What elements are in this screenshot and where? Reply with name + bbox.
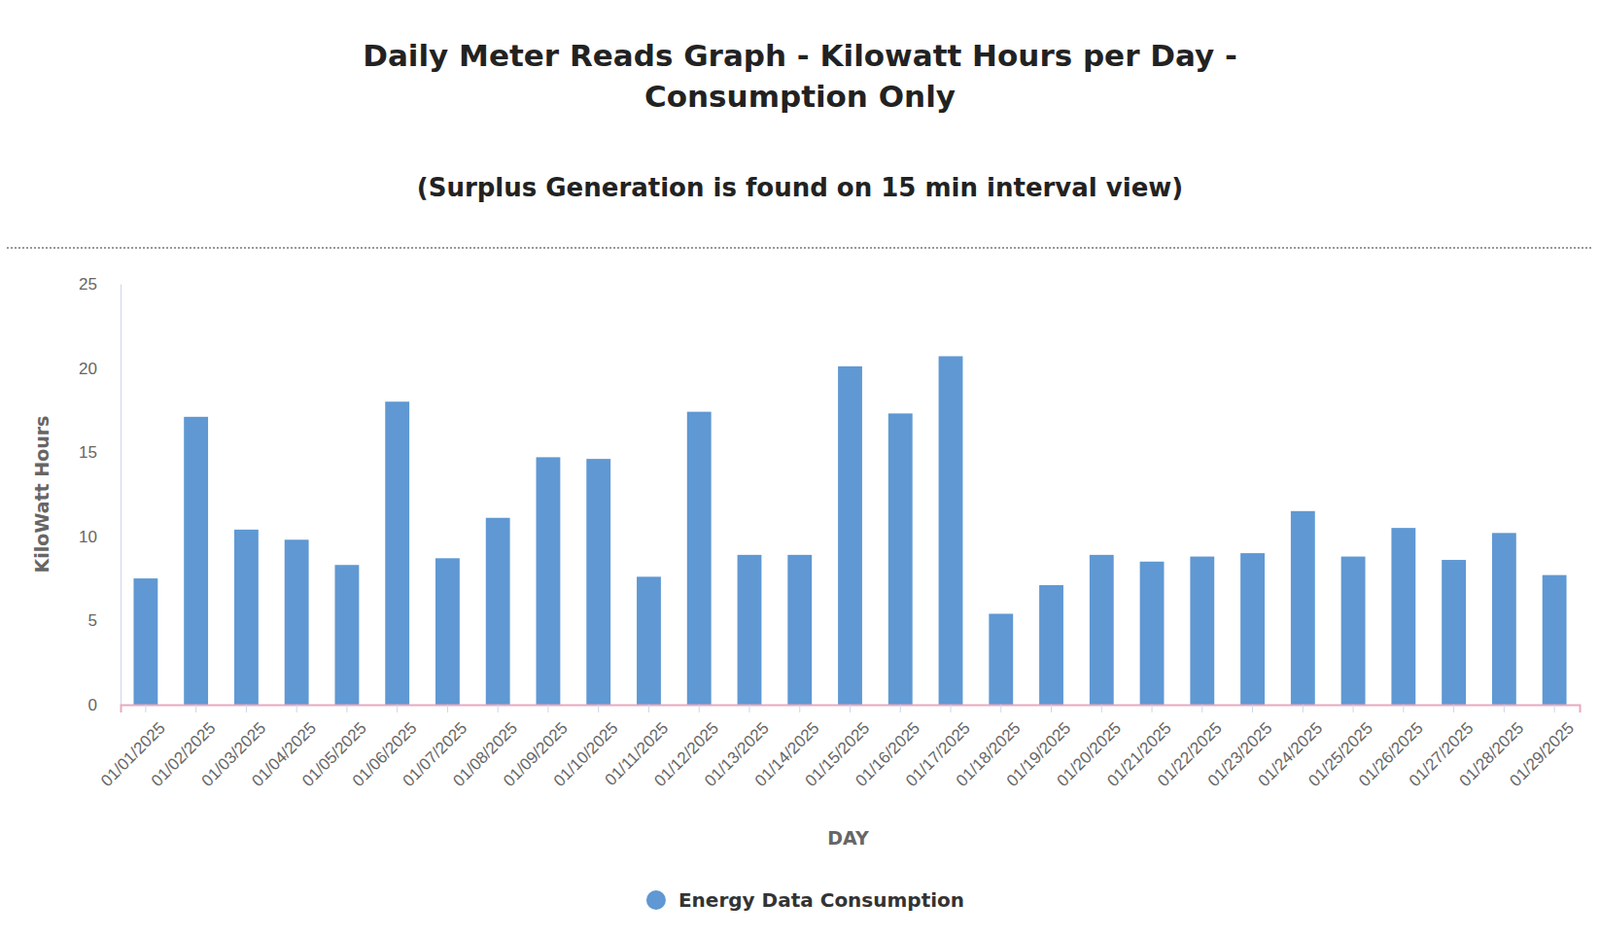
x-tick-mark [396, 704, 398, 713]
plot: 0 5 10 15 20 25 01/01/202501/02/202501/03/2025… [78, 275, 1580, 791]
bar [1089, 555, 1114, 705]
x-tick-mark [799, 704, 800, 713]
bar [1391, 527, 1416, 705]
x-tick-mark [597, 704, 599, 713]
y-tick: 25 [78, 275, 121, 294]
y-tick-label: 25 [78, 275, 98, 294]
x-tick-mark [1000, 704, 1002, 713]
bars [133, 355, 1566, 705]
x-tick-mark [144, 704, 146, 713]
bar [536, 456, 561, 705]
legend-marker [646, 890, 666, 910]
x-tick-mark [1554, 704, 1556, 713]
bar [133, 578, 158, 705]
y-axis-line [120, 284, 122, 706]
bar [435, 557, 460, 705]
y-tick: 10 [78, 527, 121, 547]
x-tick-mark [698, 704, 700, 713]
bar [586, 458, 611, 705]
y-tick: 0 [88, 695, 121, 715]
x-tick-mark [950, 704, 952, 713]
y-tick: 15 [78, 443, 121, 462]
bar [737, 555, 763, 705]
bar [636, 576, 661, 705]
x-tick-mark [748, 704, 750, 713]
chart: Daily Meter Reads Graph - Kilowatt Hours… [0, 0, 1600, 937]
x-tick-mark [900, 704, 902, 713]
x-tick-mark [1151, 704, 1153, 713]
y-tick-label: 20 [78, 359, 98, 379]
bar [1492, 532, 1517, 705]
x-tick-mark [1402, 704, 1404, 713]
bar [687, 412, 712, 705]
separator [6, 247, 1594, 249]
bar [1290, 511, 1316, 705]
x-tick-mark [1050, 704, 1052, 713]
subtitle: (Surplus Generation is found on 15 min i… [417, 173, 1183, 203]
bar [787, 555, 812, 705]
y-tick-label: 10 [78, 527, 98, 547]
bar [234, 529, 259, 705]
bar [1341, 556, 1366, 705]
y-axis-title: KiloWatt Hours [31, 416, 53, 574]
x-tick-mark [1252, 704, 1253, 713]
title: Daily Meter Reads Graph - Kilowatt Hours… [362, 37, 1238, 114]
bar [1542, 575, 1567, 705]
x-tick-mark [497, 704, 499, 713]
bar [1189, 556, 1215, 705]
bar [334, 564, 359, 705]
legend: Energy Data Consumption [646, 888, 965, 912]
x-axis: 01/01/202501/02/202501/03/202501/04/2025… [97, 704, 1580, 791]
bar [1140, 561, 1165, 705]
bar [988, 613, 1013, 705]
bar [837, 366, 863, 705]
x-tick-mark [648, 704, 650, 713]
x-tick-mark [1101, 704, 1103, 713]
bar [1240, 553, 1265, 705]
y-tick: 5 [88, 611, 121, 630]
legend-label: Energy Data Consumption [678, 888, 965, 912]
x-tick-mark [1453, 704, 1455, 713]
y-axis: 0 5 10 15 20 25 [78, 275, 121, 715]
bar [284, 539, 310, 705]
x-tick-mark [1503, 704, 1505, 713]
x-tick-mark [1353, 704, 1355, 713]
x-tick-mark [447, 704, 449, 713]
x-tick: 01/29/2025 [1505, 704, 1578, 791]
bar [939, 355, 964, 705]
x-tick-mark [245, 704, 247, 713]
x-tick-mark [195, 704, 197, 713]
y-tick-label: 15 [78, 443, 98, 462]
bar [1441, 559, 1466, 705]
x-tick-mark [547, 704, 549, 713]
bar [486, 518, 511, 705]
x-tick-label: 01/29/2025 [1505, 718, 1578, 791]
bar [183, 417, 209, 705]
y-tick: 20 [78, 359, 121, 379]
x-tick-mark [296, 704, 298, 713]
x-tick-mark [1302, 704, 1304, 713]
bar [384, 401, 410, 705]
bar [888, 413, 913, 705]
x-tick-mark [849, 704, 851, 713]
y-tick-label: 5 [88, 611, 98, 630]
x-tick-mark [346, 704, 348, 713]
y-tick-label: 0 [88, 695, 98, 715]
x-axis-title: DAY [827, 827, 870, 849]
x-tick-mark [1201, 704, 1203, 713]
x-axis-line [121, 705, 1581, 714]
bar [1039, 585, 1064, 705]
